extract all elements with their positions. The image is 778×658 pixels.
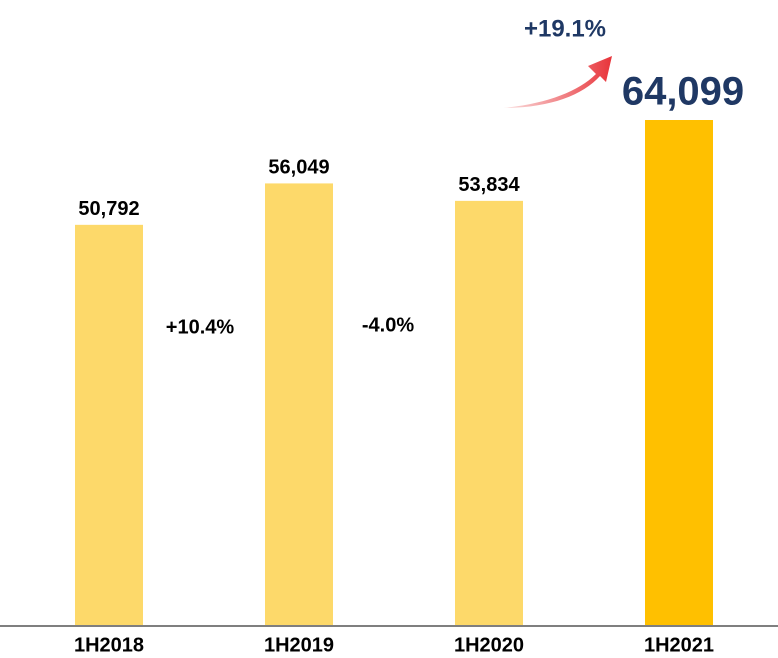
x-tick-label: 1H2018: [74, 634, 144, 656]
growth-arrow: [503, 56, 612, 108]
value-label: 50,792: [78, 198, 139, 220]
bar: [645, 120, 713, 625]
bar: [455, 200, 523, 625]
value-label: 56,049: [268, 157, 329, 179]
annotation: +10.4%: [166, 316, 235, 338]
bar: [265, 183, 333, 625]
x-tick-label: 1H2021: [644, 634, 714, 656]
value-label: 53,834: [458, 174, 520, 196]
annotation: +19.1%: [524, 15, 606, 42]
x-tick-label: 1H2020: [454, 634, 524, 656]
x-tick-label: 1H2019: [264, 634, 334, 656]
value-label: 64,099: [622, 70, 744, 114]
bar: [75, 224, 143, 625]
annotation: -4.0%: [362, 314, 414, 336]
